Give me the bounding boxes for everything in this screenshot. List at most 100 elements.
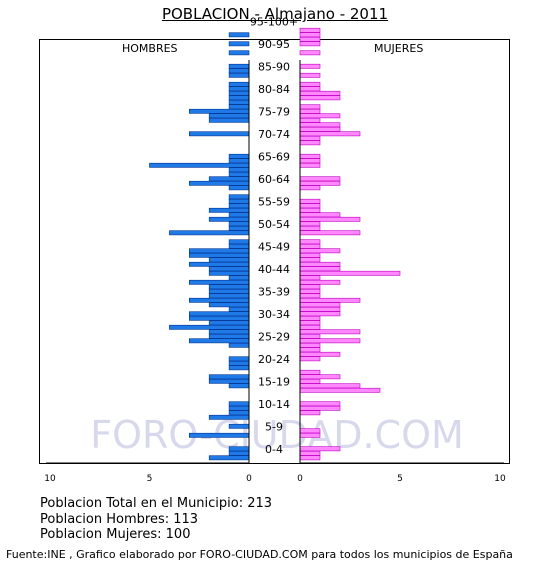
bar-mujeres-age-51 (299, 225, 321, 231)
bar-mujeres-age-10 (299, 410, 321, 416)
bar-hombres-age-54 (228, 212, 250, 218)
bar-mujeres-age-93 (299, 36, 321, 42)
bar-hombres-age-94 (228, 32, 250, 38)
bar-mujeres-age-15 (299, 387, 381, 393)
bar-hombres-age-46 (189, 248, 250, 254)
bar-mujeres-age-16 (299, 383, 361, 389)
bar-mujeres-age-40 (299, 275, 321, 281)
age-label-35-39: 35-39 (258, 285, 290, 298)
age-label-90-95: 90-95 (258, 38, 290, 51)
bar-mujeres-age-77 (299, 108, 321, 114)
bar-mujeres-age-23 (299, 351, 341, 357)
bar-hombres-age-9 (208, 414, 250, 420)
bar-hombres-age-76 (208, 113, 250, 119)
bar-mujeres-age-55 (299, 207, 321, 213)
age-label-70-74: 70-74 (258, 128, 290, 141)
x-tick-right-0: 0 (297, 474, 303, 484)
bar-mujeres-age-66 (299, 158, 321, 164)
bar-hombres-age-60 (228, 185, 250, 191)
age-label-85-90: 85-90 (258, 60, 290, 73)
bar-mujeres-age-47 (299, 243, 321, 249)
bar-mujeres-age-31 (299, 315, 321, 321)
age-label-15-19: 15-19 (258, 375, 290, 388)
bar-hombres-age-85 (228, 72, 250, 78)
bar-hombres-age-10 (228, 410, 250, 416)
age-label-20-24: 20-24 (258, 353, 290, 366)
age-label-30-34: 30-34 (258, 308, 290, 321)
bar-hombres-age-25 (228, 342, 250, 348)
bar-hombres-age-56 (228, 203, 250, 209)
bar-mujeres-age-83 (299, 81, 321, 87)
male-population: Poblacion Hombres: 113 (40, 512, 199, 527)
age-label-5-9: 5-9 (265, 420, 283, 433)
bar-mujeres-age-60 (299, 185, 321, 191)
bar-hombres-age-33 (228, 306, 250, 312)
bar-mujeres-age-54 (299, 212, 341, 218)
bar-hombres-age-0 (208, 455, 250, 461)
age-label-10-14: 10-14 (258, 398, 290, 411)
bar-hombres-age-1 (228, 450, 250, 456)
bar-hombres-age-29 (169, 324, 250, 330)
bar-hombres-age-67 (228, 153, 250, 159)
bar-mujeres-age-76 (299, 113, 341, 119)
mujeres-header: MUJERES (374, 42, 424, 55)
bar-mujeres-age-75 (299, 117, 321, 123)
bar-hombres-age-77 (189, 108, 250, 114)
bar-mujeres-age-37 (299, 288, 321, 294)
bar-mujeres-age-81 (299, 90, 341, 96)
bar-hombres-age-21 (228, 360, 250, 366)
bar-mujeres-age-1 (299, 450, 321, 456)
bar-hombres-age-80 (228, 95, 250, 101)
x-tick-right-10: 10 (494, 474, 506, 484)
bar-hombres-age-81 (228, 90, 250, 96)
bar-mujeres-age-26 (299, 338, 361, 344)
bar-hombres-age-39 (189, 279, 250, 285)
bar-hombres-age-63 (228, 171, 250, 177)
bar-hombres-age-11 (228, 405, 250, 411)
bar-hombres-age-83 (228, 81, 250, 87)
bar-mujeres-age-44 (299, 257, 321, 263)
bar-mujeres-age-72 (299, 131, 361, 137)
bar-hombres-age-65 (149, 162, 250, 168)
bar-hombres-age-52 (228, 221, 250, 227)
age-labels: 0-4 5-9 10-14 15-19 20-24 25-29 30-34 35-39 40-4… (250, 15, 298, 456)
bar-hombres-age-42 (208, 266, 250, 272)
bar-hombres-age-72 (189, 131, 250, 137)
bar-mujeres-age-29 (299, 324, 321, 330)
bar-hombres-age-22 (228, 356, 250, 362)
chart-title: POBLACION - Almajano - 2011 (161, 5, 389, 23)
bar-mujeres-age-94 (299, 32, 321, 38)
bar-mujeres-age-52 (299, 221, 321, 227)
x-tick-left-5: 5 (147, 474, 153, 484)
bar-hombres-age-75 (208, 117, 250, 123)
bar-hombres-age-43 (189, 261, 250, 267)
bar-mujeres-age-71 (299, 135, 321, 141)
female-population: Poblacion Mujeres: 100 (40, 527, 191, 542)
bar-mujeres-age-67 (299, 153, 321, 159)
bar-mujeres-age-17 (299, 378, 321, 384)
bar-mujeres-age-50 (299, 230, 361, 236)
bar-hombres-age-48 (228, 239, 250, 245)
bar-hombres-age-47 (228, 243, 250, 249)
bar-mujeres-age-78 (299, 104, 321, 110)
bar-hombres-age-37 (208, 288, 250, 294)
bar-hombres-age-32 (189, 311, 250, 317)
chart-frame (39, 39, 510, 464)
age-label-40-44: 40-44 (258, 263, 290, 276)
bar-mujeres-age-90 (299, 50, 321, 56)
bar-mujeres-age-22 (299, 356, 321, 362)
bar-mujeres-age-38 (299, 284, 321, 290)
bar-hombres-age-17 (208, 378, 250, 384)
age-label-55-59: 55-59 (258, 195, 290, 208)
age-label-60-64: 60-64 (258, 173, 290, 186)
bar-hombres-age-18 (208, 374, 250, 380)
age-label-45-49: 45-49 (258, 240, 290, 253)
bar-mujeres-age-36 (299, 293, 321, 299)
bar-mujeres-age-46 (299, 248, 341, 254)
bar-mujeres-age-70 (299, 140, 321, 146)
watermark: FORO-CIUDAD.COM (90, 413, 464, 457)
bar-mujeres-age-85 (299, 72, 321, 78)
bar-mujeres-age-87 (299, 63, 321, 69)
bar-mujeres-age-2 (299, 446, 341, 452)
bar-hombres-age-31 (189, 315, 250, 321)
